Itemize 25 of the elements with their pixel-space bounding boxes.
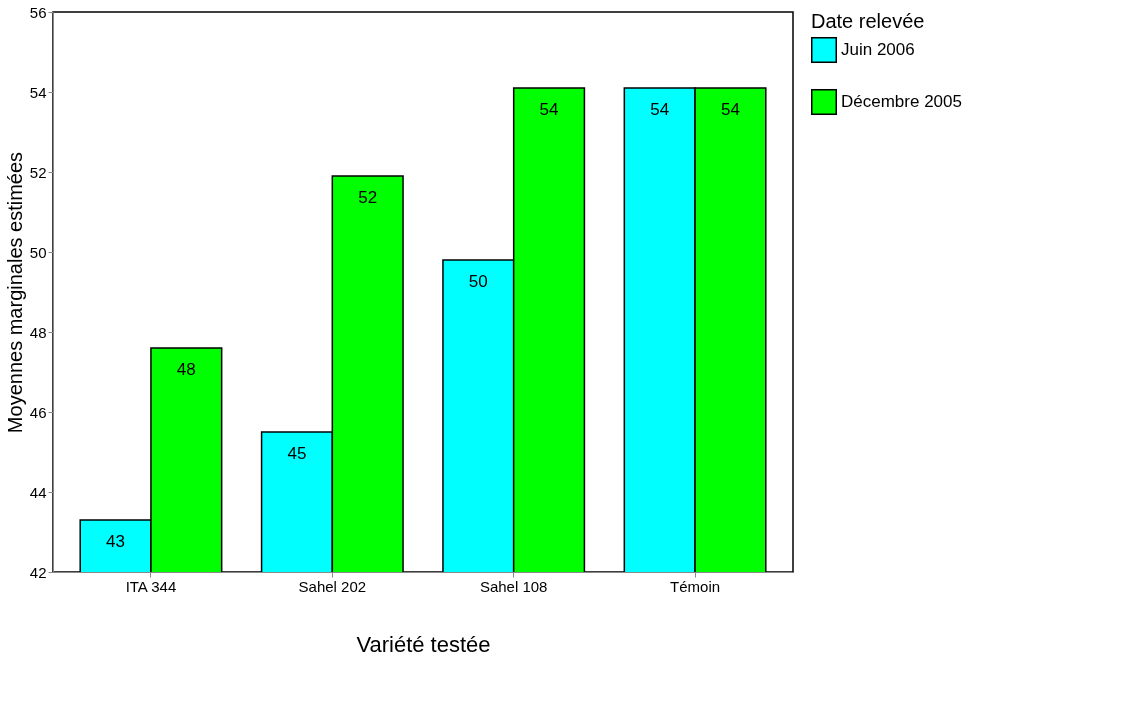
data-label: 54 (539, 100, 559, 119)
y-tick-label: 44 (29, 483, 47, 501)
x-axis-title: Variété testée (356, 631, 491, 657)
y-tick-label: 42 (29, 563, 47, 581)
data-label: 50 (468, 272, 488, 291)
data-label: 43 (106, 532, 126, 551)
data-label: 54 (650, 100, 670, 119)
y-tick-label: 46 (29, 403, 47, 421)
y-tick-label: 52 (29, 163, 47, 181)
x-tick-label: ITA 344 (125, 577, 177, 595)
y-tick-label: 48 (29, 323, 47, 341)
x-tick-label: Sahel 108 (479, 577, 548, 595)
data-label: 45 (287, 444, 307, 463)
y-axis-title: Moyennes marginales estimées (3, 151, 26, 434)
legend-label: Décembre 2005 (841, 92, 962, 111)
legend-title: Date relevée (811, 10, 925, 32)
legend-label: Juin 2006 (841, 40, 915, 59)
y-tick-label: 50 (29, 243, 47, 261)
x-tick-label: Sahel 202 (298, 577, 367, 595)
x-tick-label: Témoin (670, 577, 721, 595)
y-tick-label: 56 (29, 3, 47, 21)
data-label: 48 (176, 360, 196, 379)
data-label: 54 (720, 100, 740, 119)
y-tick-label: 54 (29, 83, 47, 101)
data-label: 52 (358, 188, 378, 207)
